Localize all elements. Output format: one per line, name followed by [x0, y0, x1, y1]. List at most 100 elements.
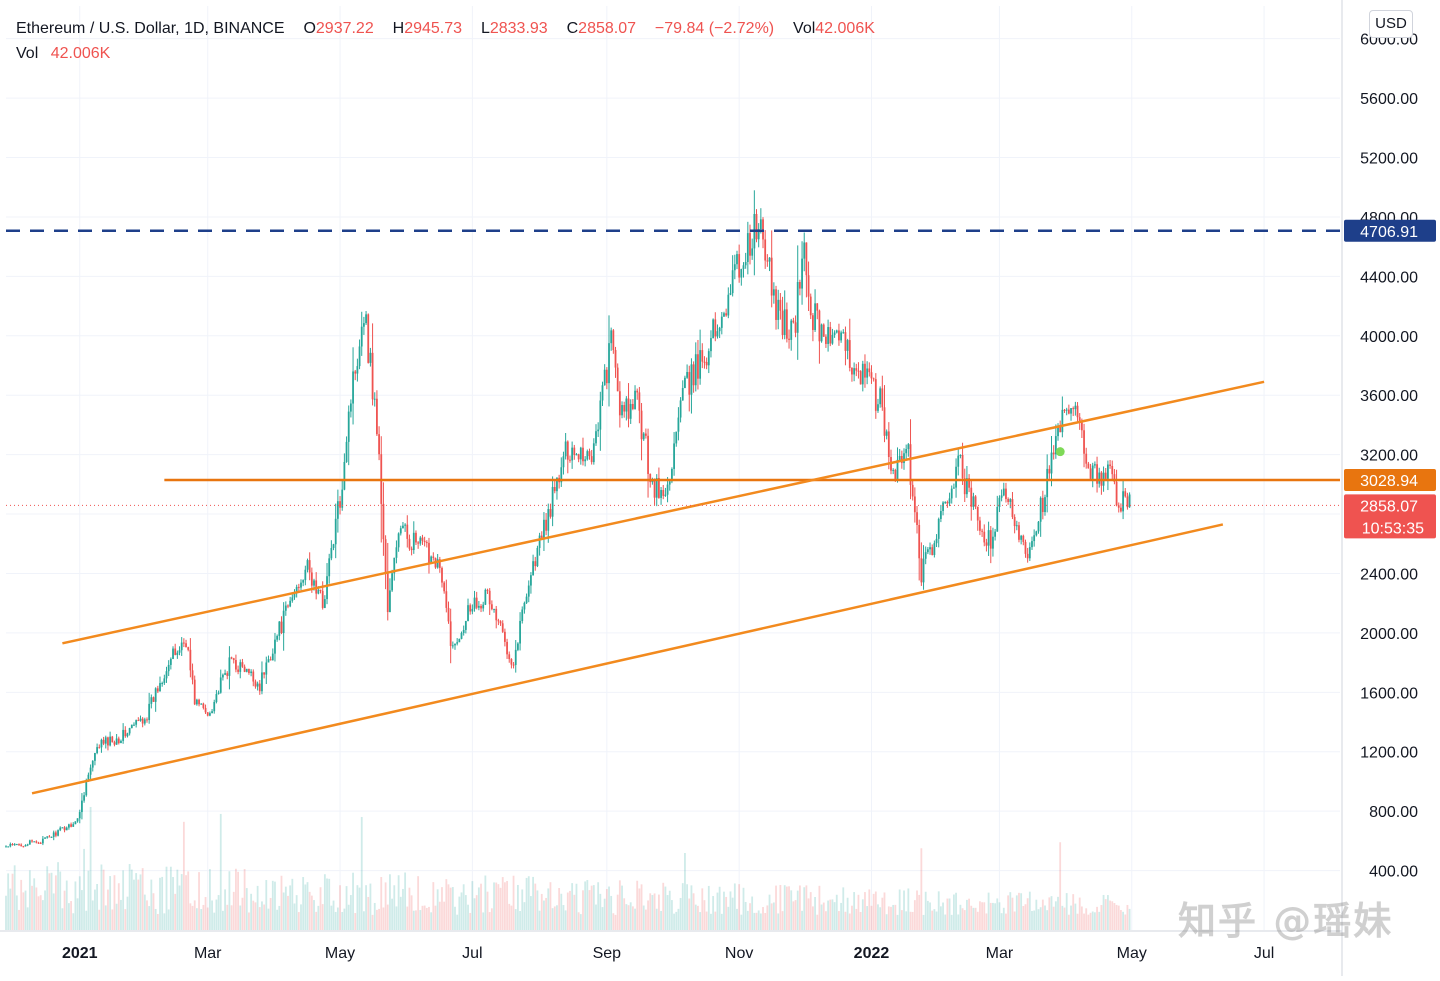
volume-bar [449, 887, 452, 930]
candle-body [716, 331, 719, 337]
volume-bar [415, 910, 417, 930]
candle-body [634, 390, 636, 410]
volume-bar [1041, 899, 1044, 930]
volume-bar [530, 896, 532, 930]
candle-body [655, 477, 658, 498]
candle-body [679, 400, 682, 418]
volume-bar [514, 909, 517, 930]
volume-bar [835, 894, 838, 930]
candle-body [495, 608, 498, 621]
volume-bar [506, 880, 508, 930]
volume-bar [621, 885, 623, 930]
volume-bar [343, 908, 346, 930]
volume-bar [538, 910, 541, 930]
volume-bar [215, 899, 218, 930]
candle-body [1098, 472, 1101, 484]
currency-button[interactable]: USD [1369, 10, 1413, 38]
volume-bar [50, 872, 53, 930]
volume-bar [614, 914, 617, 930]
volume-bar [1022, 906, 1025, 930]
candle-body [801, 258, 803, 289]
volume-bar [556, 905, 558, 930]
candle-body [497, 620, 500, 622]
candle-body [81, 800, 83, 813]
volume-bar [575, 883, 578, 930]
volume-bar [1011, 897, 1014, 930]
volume-bar [710, 913, 712, 930]
candle-body [640, 410, 643, 440]
candle-body [349, 403, 352, 412]
volume-bar [224, 889, 226, 930]
volume-bar [883, 892, 886, 930]
candle-body [926, 549, 929, 553]
volume-bar [98, 909, 101, 930]
candle-body [872, 378, 875, 380]
candle-body [456, 642, 459, 644]
candle-body [961, 455, 964, 479]
legend-symbol[interactable]: Ethereum / U.S. Dollar, 1D, BINANCE [16, 20, 285, 37]
candle-body [18, 844, 20, 846]
candle-body [868, 368, 871, 373]
candle-body [326, 576, 328, 600]
volume-bar [378, 908, 380, 930]
volume-bar [469, 912, 472, 930]
volume-bar [419, 910, 422, 930]
volume-bar [527, 876, 530, 930]
candle-body [707, 351, 710, 366]
volume-bar [924, 891, 927, 930]
volume-bar [458, 896, 461, 930]
candle-body [94, 753, 96, 761]
candle-body [237, 669, 239, 672]
candle-body [111, 736, 114, 743]
candle-body [903, 453, 905, 464]
candle-body [187, 647, 190, 650]
candle-body [421, 537, 424, 541]
candle-body [955, 466, 957, 488]
candle-body [870, 372, 873, 379]
volume-bar [150, 879, 153, 930]
candle-body [662, 490, 665, 496]
candle-body [896, 459, 899, 480]
volume-bar [393, 885, 396, 930]
candle-body [267, 659, 270, 663]
volume-bar [588, 890, 591, 930]
candle-body [740, 269, 743, 278]
candle-body [139, 718, 142, 721]
volume-bar [193, 900, 196, 930]
volume-bar [664, 886, 667, 930]
candle-body [1031, 541, 1033, 548]
candle-body [681, 387, 684, 401]
candle-body [1024, 541, 1027, 554]
volume-bar [1054, 901, 1057, 930]
candle-body [178, 650, 181, 653]
candle-body [547, 509, 550, 531]
channel-upper-line [62, 380, 1265, 645]
legend-volume-row[interactable]: Vol 42.006K [16, 41, 875, 66]
volume-bar [1009, 892, 1012, 930]
volume-bar [803, 887, 806, 930]
candle-body [154, 688, 157, 702]
candle-body [239, 662, 242, 672]
volume-bar [287, 895, 289, 930]
candle-body [553, 486, 556, 492]
volume-bar [126, 896, 129, 930]
volume-bar [532, 876, 534, 930]
drawing-lines[interactable] [6, 229, 1340, 795]
candle-body [1080, 422, 1083, 431]
volume-bar [540, 893, 543, 930]
candle-body [334, 518, 337, 545]
candle-body [224, 673, 226, 675]
candle-body [133, 724, 135, 726]
volume-bar [642, 905, 645, 930]
candle-body [616, 367, 619, 392]
volume-bar [679, 897, 682, 930]
candle-body [840, 332, 843, 341]
candle-body [579, 447, 582, 460]
volume-bar [471, 881, 474, 930]
volume-bar [521, 889, 524, 930]
volume-bar [714, 911, 717, 930]
volume-bar [1063, 907, 1066, 930]
volume-bar [649, 893, 652, 930]
